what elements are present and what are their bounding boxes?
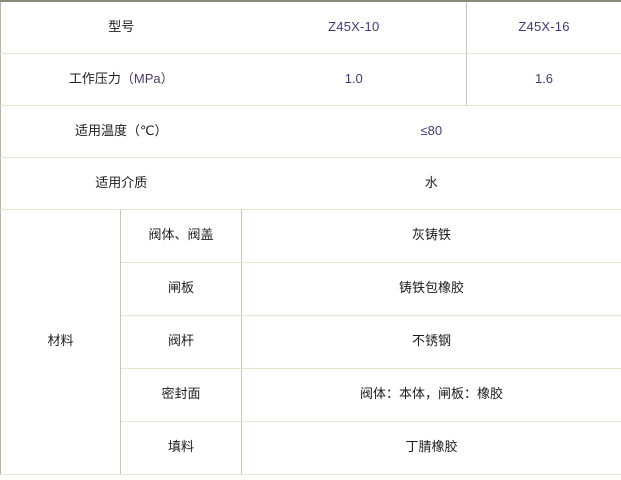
table-row-temperature: 适用温度（℃） ≤80 bbox=[0, 105, 621, 158]
material-name-gate: 闸板 bbox=[120, 262, 243, 316]
row-label-temperature: 适用温度（℃） bbox=[0, 105, 242, 158]
material-name-packing-text: 填料 bbox=[168, 439, 195, 455]
table-row-working-pressure: 工作压力（MPa） 1.0 1.6 bbox=[0, 53, 621, 106]
row-label-model: 型号 bbox=[0, 0, 242, 54]
cell-model-z45x10: Z45X-10 bbox=[241, 0, 468, 54]
value-model-2: Z45X-16 bbox=[518, 18, 570, 34]
value-temperature: ≤80 bbox=[420, 122, 443, 138]
material-name-sealing-face: 密封面 bbox=[120, 368, 243, 422]
material-name-packing: 填料 bbox=[120, 421, 243, 475]
value-model-1: Z45X-10 bbox=[328, 18, 380, 34]
value-pressure-2: 1.6 bbox=[534, 70, 554, 86]
material-name-stem: 阀杆 bbox=[120, 315, 243, 369]
row-label-temperature-text: 适用温度 bbox=[74, 122, 127, 138]
material-value-packing: 丁腈橡胶 bbox=[241, 421, 621, 475]
cell-pressure-1.0: 1.0 bbox=[241, 53, 468, 106]
table-row-model: 型号 Z45X-10 Z45X-16 bbox=[0, 0, 621, 54]
row-label-working-pressure-text: 工作压力 bbox=[68, 70, 121, 86]
material-name-body-bonnet-text: 阀体、阀盖 bbox=[148, 227, 214, 243]
row-label-medium: 适用介质 bbox=[0, 157, 242, 210]
table-row-material-packing: 填料 丁腈橡胶 bbox=[1, 421, 621, 475]
row-label-material-group: 材料 bbox=[0, 209, 121, 475]
table-row-material-stem: 阀杆 不锈钢 bbox=[1, 315, 621, 369]
row-label-working-pressure: 工作压力（MPa） bbox=[0, 53, 242, 106]
material-name-sealing-face-text: 密封面 bbox=[161, 386, 201, 402]
cell-model-z45x16: Z45X-16 bbox=[466, 0, 621, 54]
cell-temperature-value: ≤80 bbox=[241, 105, 621, 158]
table-row-medium: 适用介质 水 bbox=[0, 157, 621, 210]
material-value-gate: 铸铁包橡胶 bbox=[241, 262, 621, 316]
value-pressure-1: 1.0 bbox=[344, 70, 363, 86]
row-label-temperature-unit: （℃） bbox=[126, 122, 168, 138]
table-row-material-body-bonnet: 材料 阀体、阀盖 灰铸铁 bbox=[0, 209, 621, 475]
table-row-material-sealing-face: 密封面 阀体：本体，闸板：橡胶 bbox=[1, 368, 621, 422]
material-value-sealing-face: 阀体：本体，闸板：橡胶 bbox=[241, 368, 621, 422]
material-name-gate-text: 闸板 bbox=[168, 280, 195, 296]
cell-medium-value: 水 bbox=[241, 157, 621, 210]
material-value-body-bonnet: 灰铸铁 bbox=[241, 209, 621, 263]
material-name-stem-text: 阀杆 bbox=[168, 333, 195, 349]
material-value-stem: 不锈钢 bbox=[241, 315, 621, 369]
row-label-working-pressure-unit: （MPa） bbox=[120, 70, 174, 86]
table-row-material-gate: 闸板 铸铁包橡胶 bbox=[1, 262, 621, 316]
cell-pressure-1.6: 1.6 bbox=[466, 53, 621, 106]
material-name-body-bonnet: 阀体、阀盖 bbox=[120, 209, 243, 263]
